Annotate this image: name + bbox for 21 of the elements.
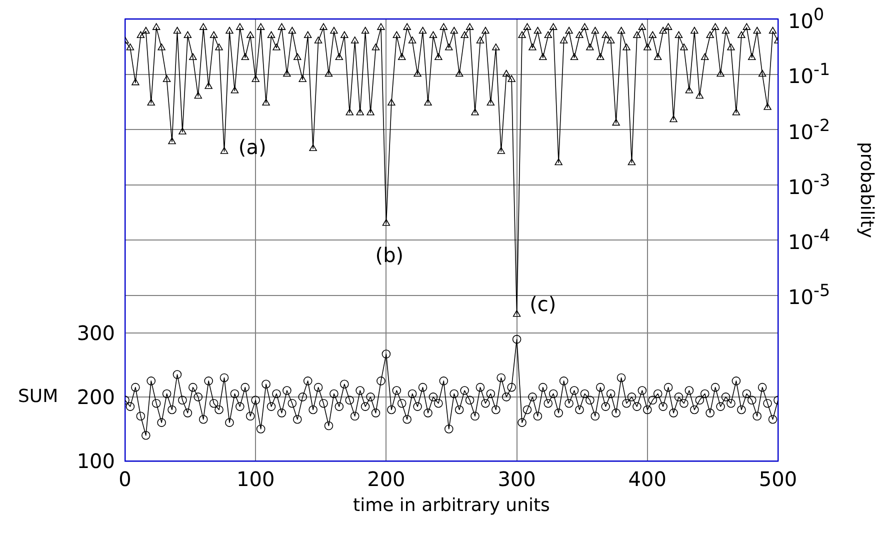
y2-axis-title: probability — [856, 142, 877, 238]
x-tick-label: 400 — [628, 467, 666, 491]
annotation: (a) — [238, 135, 266, 160]
x-tick-label: 500 — [758, 467, 798, 491]
y2-tick-label: 10$^{-3}$ — [788, 170, 830, 199]
y2-tick-label: 10$^{-5}$ — [788, 281, 830, 310]
y-tick-label: 100 — [76, 449, 115, 473]
y2-tick-label: 10$^{-4}$ — [788, 226, 830, 254]
y2-tick-label: 10$^{-2}$ — [788, 116, 830, 144]
x-tick-label: 0 — [118, 467, 132, 491]
x-axis-title: time in arbitrary units — [353, 495, 550, 516]
x-tick-label: 200 — [367, 467, 406, 491]
x-tick-label: 300 — [498, 467, 536, 491]
annotation: (c) — [530, 292, 556, 316]
y-axis-title: SUM — [18, 386, 58, 407]
x-tick-label: 100 — [236, 467, 275, 491]
y-tick-label: 200 — [76, 384, 115, 409]
y2-tick-label: 10$^{-1}$ — [788, 60, 830, 88]
y-tick-label: 300 — [76, 320, 115, 345]
y2-tick-label: 10$^{0}$ — [788, 5, 824, 33]
annotation: (b) — [375, 243, 404, 268]
